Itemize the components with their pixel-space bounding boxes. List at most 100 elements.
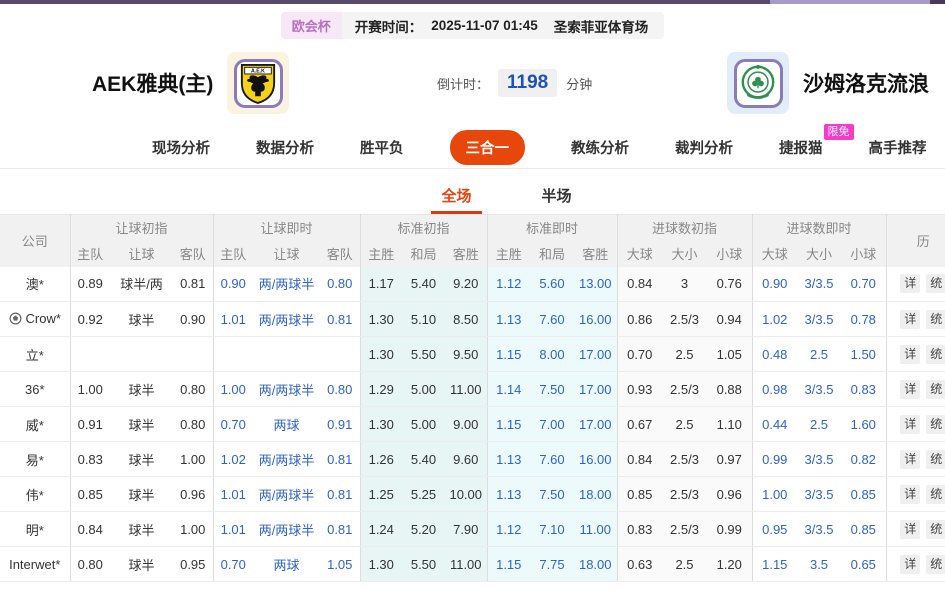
detail-button[interactable]: 详 [900,554,921,574]
odds-cell: 0.44 [751,406,798,442]
stats-button[interactable]: 统 [926,274,945,294]
stats-button[interactable]: 统 [926,309,945,329]
league-badge[interactable]: 欧会杯 [280,12,342,39]
odds-cell: 1.24 [359,511,402,547]
top-accent-light-segment [770,0,930,4]
odds-cell: 9.00 [445,406,487,442]
away-team-name: 沙姆洛克流浪 [803,73,929,96]
odds-cell: 1.13 [486,476,530,512]
odds-cell [212,336,253,372]
sub-header: 小球 [841,240,887,267]
odds-cell: 9.50 [445,336,487,372]
odds-cell: 2.5 [797,406,842,442]
sub-header: 客队 [173,240,213,267]
nav-tab-高手推荐[interactable]: 高手推荐 [868,141,927,157]
odds-cell: 1.00 [212,371,253,407]
odds-cell: 1.50 [841,336,887,372]
odds-table-container: 公司 让球初指 让球即时 标准初指 标准即时 进球数初指 进球数即时历主队 让球 客队 主队 让球客… [0,214,945,582]
odds-cell: 0.84 [616,266,662,302]
odds-cell: 1.30 [359,336,402,372]
stats-button[interactable]: 统 [926,449,945,469]
group-header-5: 进球数初指 [616,214,753,241]
kickoff-label: 开赛时间： [354,19,423,35]
odds-cell: 1.29 [359,371,402,407]
detail-button[interactable]: 详 [900,274,921,294]
detail-button[interactable]: 详 [900,344,921,364]
odds-cell: 8.00 [530,336,574,372]
actions-cell: 详统 [885,511,945,547]
odds-cell: 9.20 [445,266,487,302]
odds-cell: 0.85 [616,476,662,512]
detail-button[interactable]: 详 [900,484,921,504]
away-team-logo [727,52,789,114]
home-team-name: AEK雅典(主) [92,73,214,96]
stats-button[interactable]: 统 [926,379,945,399]
nav-tab-现场分析[interactable]: 现场分析 [152,141,210,157]
nav-tab-裁判分析[interactable]: 裁判分析 [675,141,733,157]
odds-cell: 1.20 [707,546,753,582]
odds-table-body: 澳* 0.89 球半/两 0.81 0.90 两/两球半 0.80 1.17 5.40 9.20 1… [0,266,945,582]
odds-cell: 18.00 [574,476,617,512]
odds-cell: 0.81 [173,266,213,302]
odds-cell: 0.86 [616,301,662,337]
odds-cell: 5.00 [402,371,445,407]
odds-cell: 3/3.5 [797,511,842,547]
stats-button[interactable]: 统 [926,554,945,574]
shamrock-crest-icon [733,58,783,108]
venue: 圣索菲亚体育场 [553,19,649,35]
odds-cell: 1.02 [751,301,798,337]
stats-button[interactable]: 统 [926,519,945,539]
odds-cell: 0.84 [69,511,110,547]
odds-cell: 3.5 [797,546,842,582]
stats-button[interactable]: 统 [926,484,945,504]
odds-cell: 0.90 [173,301,213,337]
period-tab-全场[interactable]: 全场 [431,179,482,214]
odds-cell: 球半 [110,301,173,337]
detail-button[interactable]: 详 [900,379,921,399]
odds-cell: 1.15 [486,546,530,582]
odds-cell: 1.05 [320,546,360,582]
soccer-ball-icon [9,312,22,328]
countdown-label: 倒计时： [437,76,490,92]
odds-cell: 0.70 [212,406,253,442]
odds-cell: 0.90 [212,266,253,302]
table-row: Crow* 0.92 球半 0.90 1.01 两/两球半 0.81 1.30 5.10 8.50… [0,301,945,337]
odds-cell: 0.88 [707,371,753,407]
odds-cell: 0.85 [69,476,110,512]
detail-button[interactable]: 详 [900,414,921,434]
company-cell: Crow* [0,301,70,337]
detail-button[interactable]: 详 [900,309,921,329]
nav-tab-数据分析[interactable]: 数据分析 [256,141,314,157]
stats-button[interactable]: 统 [926,414,945,434]
table-row: 威* 0.91 球半 0.80 0.70 两球 0.91 1.30 5.00 9.00 1.15 7.… [0,406,945,442]
odds-cell: 球半 [110,406,173,442]
odds-cell: 0.63 [616,546,662,582]
odds-cell: 0.48 [751,336,798,372]
odds-cell: 0.81 [320,476,360,512]
odds-cell: 3/3.5 [797,441,842,477]
odds-cell: 2.5/3 [662,476,707,512]
sub-header: 大球 [616,240,662,267]
home-team-block: AEK雅典(主) A.E.K [92,52,290,114]
odds-cell: 0.91 [69,406,110,442]
detail-button[interactable]: 详 [900,519,921,539]
kickoff-time: 2025-11-07 01:45 [431,18,538,33]
actions-cell: 详统 [885,406,945,442]
odds-cell: 7.00 [530,406,574,442]
odds-cell: 0.99 [751,441,798,477]
odds-cell: 0.83 [841,371,887,407]
nav-tab-捷报猫[interactable]: 捷报猫 限免 [779,124,854,158]
actions-cell: 详统 [885,441,945,477]
odds-cell: 0.92 [69,301,110,337]
nav-tab-三合一[interactable]: 三合一 [449,130,525,165]
period-tab-半场[interactable]: 半场 [541,188,572,205]
odds-cell: 1.12 [486,511,530,547]
nav-tab-教练分析[interactable]: 教练分析 [571,141,629,157]
odds-cell: 8.50 [445,301,487,337]
odds-cell: 1.02 [212,441,253,477]
detail-button[interactable]: 详 [900,449,921,469]
stats-button[interactable]: 统 [926,344,945,364]
nav-tab-胜平负[interactable]: 胜平负 [360,141,404,157]
odds-cell: 2.5/3 [662,511,707,547]
odds-cell: 0.80 [320,266,360,302]
